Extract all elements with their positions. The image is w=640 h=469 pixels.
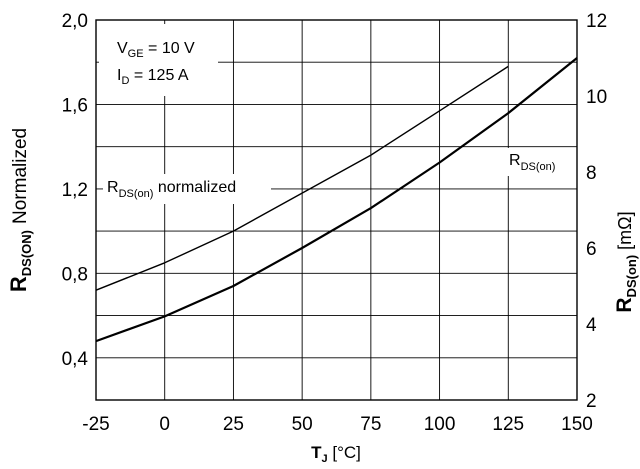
x-tick-label: 25: [223, 414, 244, 435]
y-right-axis-title-sub: DS(on): [624, 255, 639, 298]
series-absolute-label: RDS(on): [509, 152, 555, 173]
y-left-tick-label: 1,6: [62, 95, 88, 116]
y-right-axis-title-unit: [mΩ]: [615, 211, 635, 254]
y-right-tick-labels: 2 4 6 8 10 12: [586, 11, 607, 412]
series-normalized-label-main: R: [107, 179, 119, 196]
y-right-tick-label: 10: [586, 87, 607, 108]
condition-id-rest: = 125 A: [129, 67, 188, 84]
y-right-axis-title-main: R: [613, 297, 636, 312]
y-right-axis-title: RDS(on) [mΩ]: [613, 211, 639, 312]
series-absolute-label-sub: DS(on): [521, 161, 556, 173]
x-tick-label: 100: [424, 414, 456, 435]
x-axis-title-sub: J: [322, 453, 328, 465]
x-tick-label: -25: [82, 414, 109, 435]
condition-vge-sub: GE: [128, 48, 144, 60]
x-tick-label: 50: [292, 414, 313, 435]
y-right-tick-label: 2: [586, 391, 597, 412]
plot-frame: [95, 19, 578, 401]
series-normalized-label-sub: DS(on): [119, 188, 154, 200]
condition-vge: VGE = 10 V: [117, 40, 195, 60]
x-tick-label: 150: [561, 414, 593, 435]
chart-series: [95, 57, 578, 343]
conditions-box: [99, 24, 218, 96]
condition-id-sub: D: [121, 75, 129, 87]
series-normalized-label-bg: [103, 174, 271, 204]
x-tick-label: 0: [159, 414, 170, 435]
condition-id-main: I: [117, 67, 121, 84]
series-line-rdson-normalized: [95, 65, 509, 291]
y-left-axis-title-main: R: [6, 276, 31, 292]
y-left-tick-label: 0,8: [62, 264, 88, 285]
y-left-axis-title-sub: DS(ON): [19, 230, 34, 276]
y-left-axis-title-rest: Normalized: [10, 128, 31, 224]
y-left-tick-labels: 0,4 0,8 1,2 1,6 2,0: [62, 11, 89, 370]
x-tick-labels: -25 0 25 50 75 100 125 150: [82, 414, 593, 435]
y-right-tick-label: 12: [586, 11, 607, 32]
x-tick-label: 75: [360, 414, 381, 435]
condition-id: ID = 125 A: [117, 67, 189, 87]
condition-vge-rest: = 10 V: [144, 40, 195, 57]
series-line-rdson: [95, 57, 578, 343]
y-right-tick-label: 4: [586, 315, 597, 336]
y-left-tick-label: 2,0: [62, 11, 88, 32]
y-right-tick-label: 6: [586, 239, 597, 260]
y-right-tick-label: 8: [586, 163, 597, 184]
x-axis-title-main: T: [311, 443, 322, 462]
series-absolute-label-main: R: [509, 152, 521, 169]
condition-vge-main: V: [117, 40, 128, 57]
series-absolute-label-bg: [506, 148, 572, 176]
x-tick-label: 125: [492, 414, 524, 435]
y-left-axis-title: RDS(ON) Normalized: [6, 128, 34, 292]
x-axis-title-unit: [°C]: [328, 443, 361, 462]
y-left-tick-label: 0,4: [62, 349, 89, 370]
y-left-tick-label: 1,2: [62, 180, 88, 201]
series-normalized-label-rest: normalized: [153, 179, 236, 196]
x-axis-title: TJ [°C]: [311, 443, 361, 465]
series-normalized-label: RDS(on) normalized: [107, 179, 236, 200]
